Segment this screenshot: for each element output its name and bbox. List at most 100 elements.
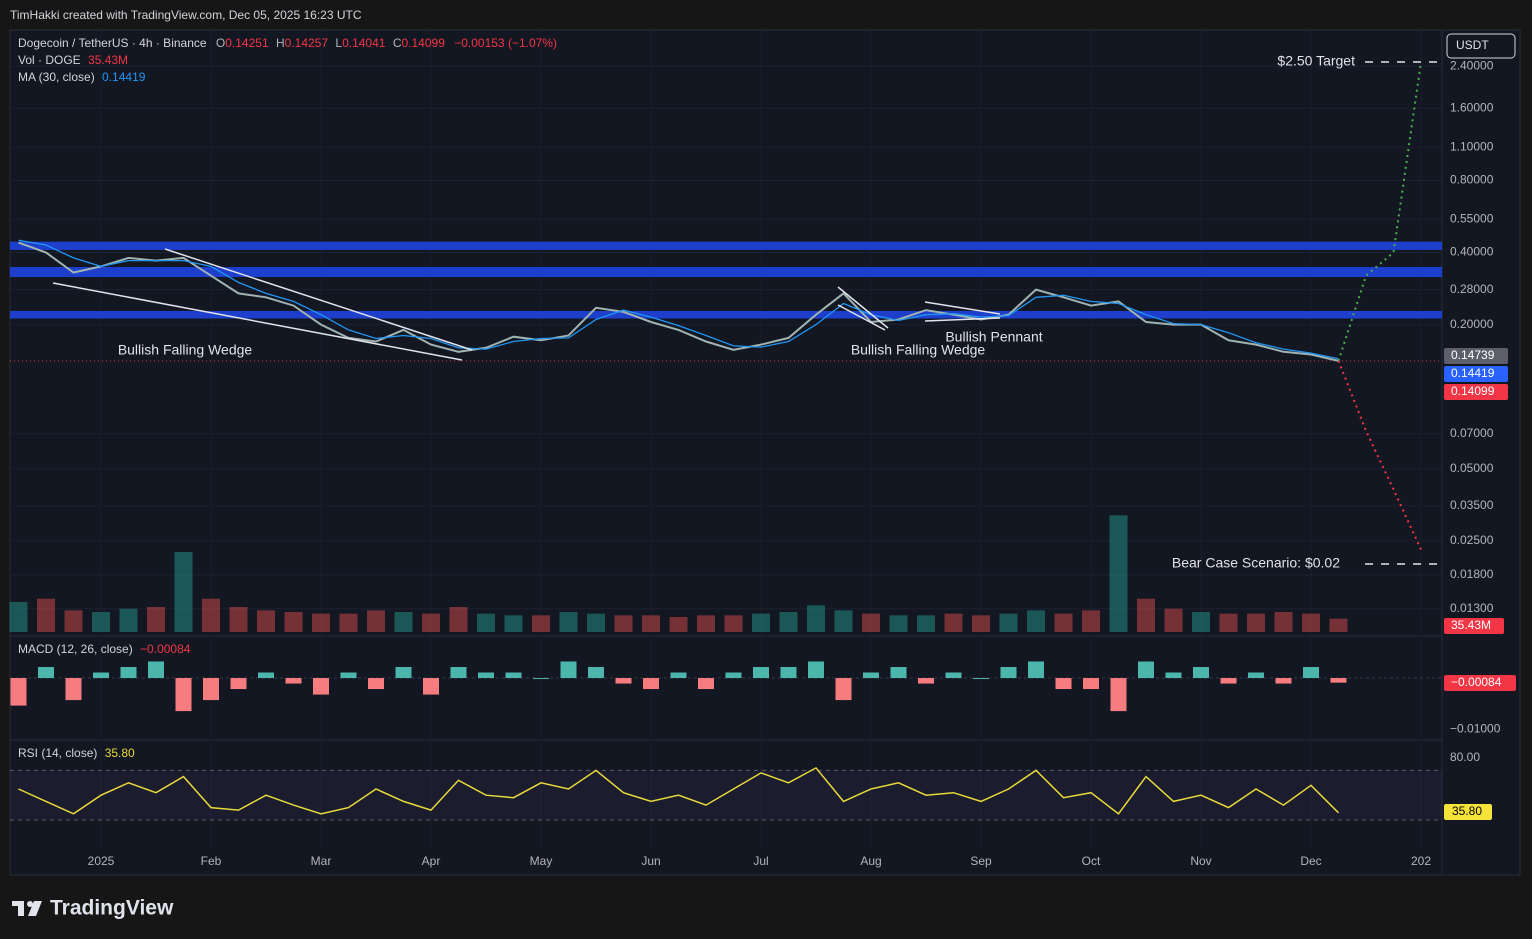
macd-bar	[835, 678, 852, 701]
macd-bar	[148, 661, 164, 679]
rsi-legend-value: 35.80	[105, 746, 135, 760]
x-tick-label: Dec	[1300, 854, 1321, 868]
volume-bar	[64, 610, 83, 632]
volume-legend-value: 35.43M	[88, 53, 128, 67]
macd-bar	[368, 678, 384, 690]
symbol-legend: Dogecoin / TetherUS · 4h · Binance O 0.14…	[18, 36, 557, 50]
volume-bar	[1192, 612, 1210, 632]
macd-bar	[533, 678, 549, 680]
x-tick-label: Feb	[201, 854, 222, 868]
volume-tag-box	[1444, 618, 1504, 634]
trendline	[837, 304, 886, 331]
macd-bar	[1303, 667, 1319, 679]
macd-bar	[285, 678, 302, 684]
ohlc-value: 0.14041	[342, 36, 386, 50]
ohlc-key: L	[335, 36, 342, 50]
price-line	[18, 241, 1339, 362]
volume-bar	[147, 607, 165, 632]
y-tick-label: 2.40000	[1450, 58, 1494, 72]
y-tick-label: 0.20000	[1450, 317, 1494, 331]
credit: TimHakki created with TradingView.com, D…	[10, 8, 362, 22]
macd-bar	[1330, 678, 1347, 683]
currency[interactable]: USDT	[1456, 38, 1489, 52]
ma-legend-value: 0.14419	[102, 70, 146, 84]
x-tick-label: Jul	[753, 854, 768, 868]
macd-bar	[643, 678, 659, 690]
x-tick-label: 202	[1411, 854, 1431, 868]
macd-bar	[670, 672, 687, 679]
macd-bar	[258, 672, 274, 679]
ohlc-key: O	[216, 36, 225, 50]
volume-bar	[944, 613, 963, 632]
x-tick-label: May	[530, 854, 553, 868]
logo-part	[28, 901, 42, 916]
volume-bar	[807, 605, 825, 632]
volume-bar	[889, 615, 908, 632]
macd-bar	[863, 672, 879, 679]
volume-bar	[587, 613, 605, 632]
macd-bar	[1220, 678, 1237, 684]
volume-bar	[1329, 618, 1348, 632]
x-tick-label: Jun	[641, 854, 660, 868]
level-label: $2.50 Target	[1277, 53, 1355, 69]
macd-bar	[395, 667, 412, 679]
volume-bar	[834, 610, 853, 632]
y-tick-label: 0.01300	[1450, 601, 1494, 615]
brand: TradingView	[50, 897, 174, 920]
volume-bar	[917, 615, 935, 632]
macd-bar	[1083, 678, 1099, 690]
y-tick-label: 0.28000	[1450, 282, 1494, 296]
x-tick-label: Apr	[422, 854, 441, 868]
y-tick-label: 0.03500	[1450, 498, 1494, 512]
macd-bar	[203, 678, 219, 701]
macd-bar	[120, 667, 137, 679]
price-tag: 0.14739	[1451, 348, 1495, 362]
volume-bar	[1054, 613, 1073, 632]
macd-legend: MACD (12, 26, close) −0.00084	[18, 642, 191, 656]
volume-bar	[174, 552, 193, 632]
macd-bar	[1110, 678, 1127, 712]
ma-line	[18, 239, 1339, 360]
volume-bar	[1082, 610, 1100, 632]
rsi-legend: RSI (14, close) 35.80	[18, 746, 135, 760]
x-tick-label: Nov	[1190, 854, 1211, 868]
currency-box[interactable]	[1446, 33, 1516, 59]
volume-bar	[229, 607, 248, 632]
macd-bar	[1248, 672, 1264, 679]
zone	[10, 241, 1442, 250]
macd-bar	[1193, 667, 1209, 679]
y-tick-label: 0.05000	[1450, 461, 1494, 475]
x-tick-label: Mar	[311, 854, 332, 868]
chart-background	[9, 29, 1521, 876]
x-tick-label: Oct	[1082, 854, 1101, 868]
volume-bar	[1219, 613, 1238, 632]
volume-bar	[312, 613, 330, 632]
volume-bar	[257, 610, 275, 632]
y-tick-label: 1.60000	[1450, 101, 1494, 115]
ohlc-value: 0.14099	[401, 36, 445, 50]
volume-bar	[9, 602, 28, 632]
macd-bar	[1165, 672, 1182, 679]
annotation: Bullish Pennant	[945, 329, 1042, 345]
rsi-legend-name: RSI (14, close)	[18, 746, 97, 760]
macd-bar	[38, 667, 54, 679]
symbol: Dogecoin / TetherUS · 4h · Binance	[18, 36, 207, 50]
x-tick-label: Sep	[970, 854, 992, 868]
volume-tag: 35.43M	[1451, 618, 1491, 632]
trendline	[837, 286, 889, 329]
macd-bar	[1275, 678, 1292, 684]
macd-bar	[93, 672, 109, 679]
macd-bar	[478, 672, 494, 679]
trendline	[52, 282, 463, 361]
volume-bar	[1027, 610, 1045, 632]
ma-legend-name: MA (30, close)	[18, 70, 95, 84]
macd-bar	[175, 678, 192, 712]
zone	[10, 266, 1442, 278]
logo-part	[27, 901, 33, 907]
volume-bar	[504, 615, 523, 632]
macd-bar	[973, 678, 989, 680]
rsi-tag: 35.80	[1452, 804, 1482, 818]
trendline	[924, 301, 1001, 315]
